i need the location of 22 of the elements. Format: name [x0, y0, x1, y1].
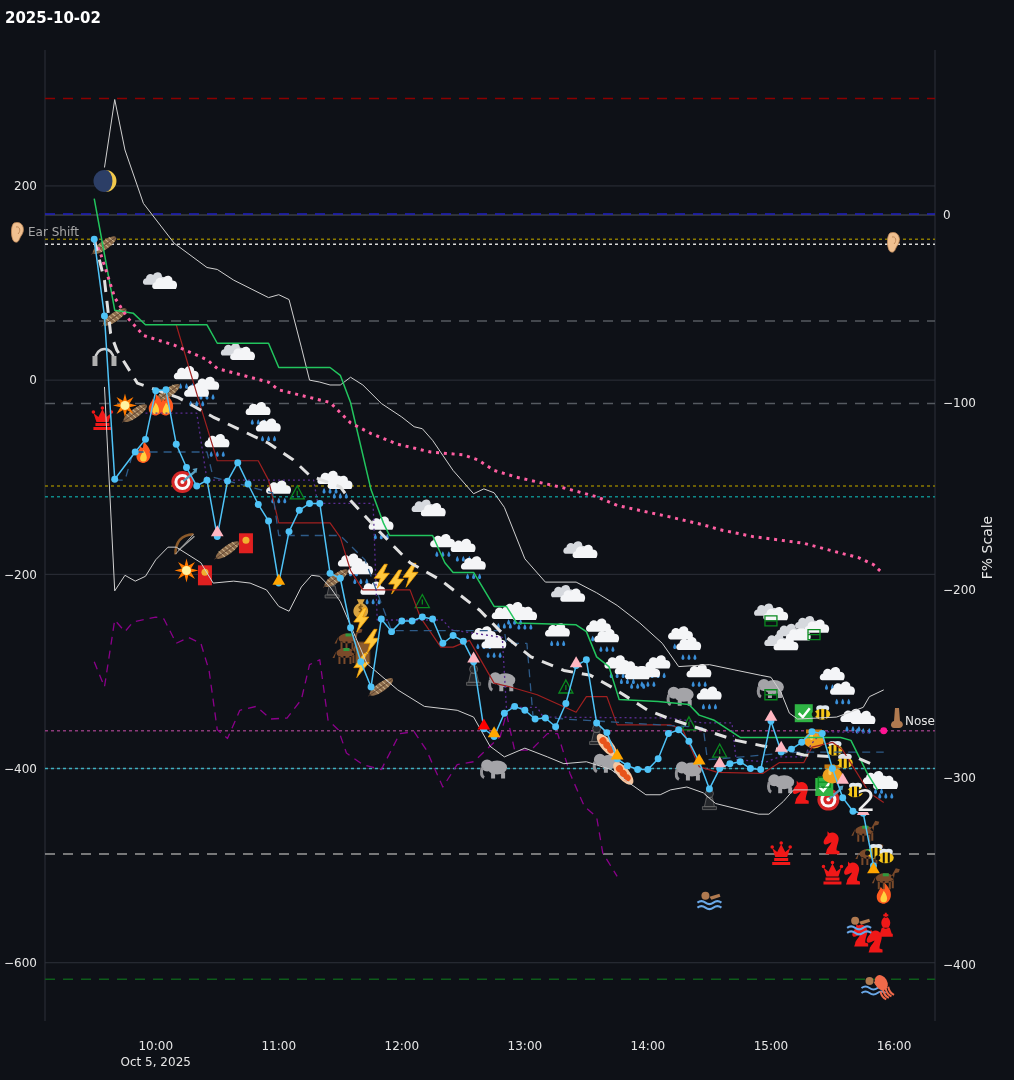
ref-line-label: Ear Shift — [28, 225, 80, 240]
x-tick-label: 10:00 Oct 5, 2025 — [120, 1039, 191, 1069]
y-tick-label: 200 — [14, 179, 37, 194]
chart-title: 2025-10-02 — [5, 9, 101, 27]
x-tick-label: 13:00 — [507, 1039, 543, 1053]
annotation: 2 — [856, 782, 876, 818]
x-tick-label: 11:00 — [261, 1039, 297, 1053]
y-tick-label: −200 — [4, 567, 37, 582]
x-tick-label: 16:00 — [876, 1039, 912, 1053]
y2-axis-title: F% Scale — [979, 515, 995, 580]
x-tick-label: 15:00 — [753, 1039, 789, 1053]
y2-tick-label: −200 — [943, 583, 976, 598]
y-tick-label: −600 — [4, 955, 37, 970]
y2-tick-label: −400 — [943, 957, 976, 972]
y2-tick-label: −300 — [943, 770, 976, 785]
y2-tick-label: −100 — [943, 395, 976, 410]
y-tick-label: 0 — [29, 373, 37, 388]
x-tick-label: 12:00 — [384, 1039, 420, 1053]
x-tick-label: 14:00 — [630, 1039, 666, 1053]
ref-line-label: Nose — [905, 713, 935, 728]
y2-tick-label: 0 — [943, 208, 951, 223]
y-tick-label: −400 — [4, 761, 37, 776]
